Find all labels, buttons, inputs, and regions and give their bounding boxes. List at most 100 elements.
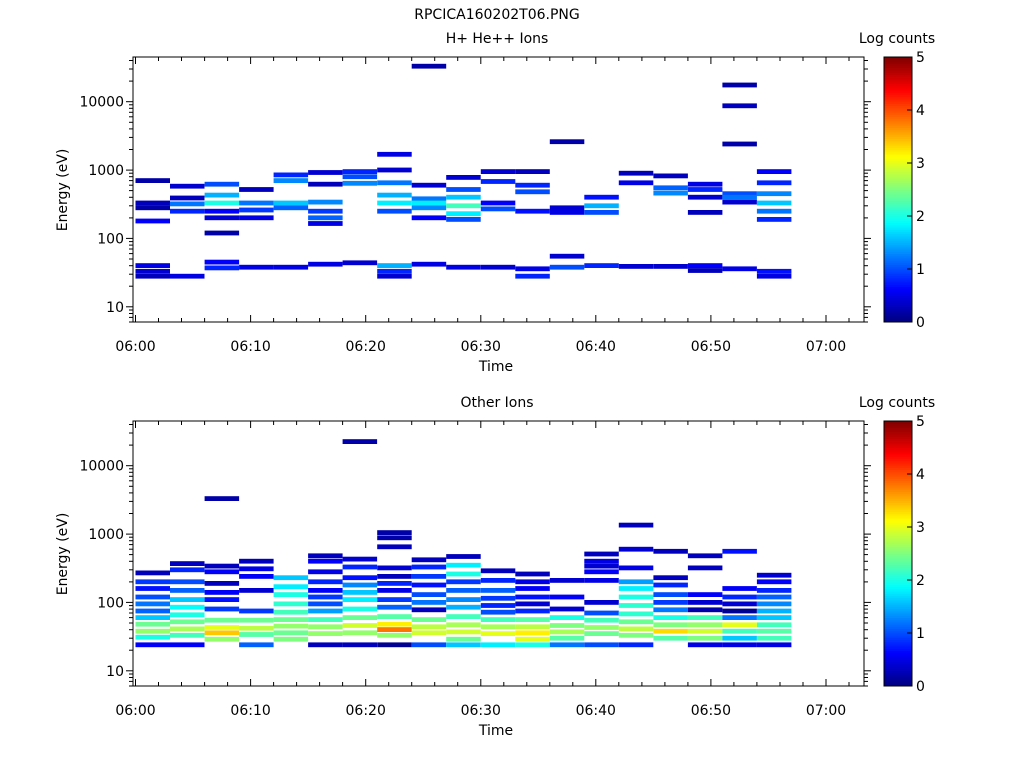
colorbar-step: [884, 540, 912, 543]
colorbar-step: [884, 246, 912, 250]
colorbar: 0 1 2 3 4 5: [883, 50, 925, 331]
colorbar-step: [884, 266, 912, 270]
colorbar-step: [884, 621, 912, 625]
x-axis-ticks: 06:00 06:10 06:20 06:30 06:40 06:50 07:00: [115, 57, 850, 355]
spectrogram-cell: [308, 608, 343, 614]
spectrogram-cell: [549, 139, 585, 145]
spectrogram-cell: [239, 187, 274, 192]
spectrogram-cell: [411, 215, 447, 221]
spectrogram-cell: [170, 208, 205, 214]
spectrogram-cell: [756, 572, 792, 578]
colorbar-tick-label: 0: [916, 679, 925, 695]
spectrogram-cell: [239, 588, 274, 593]
spectrogram-cell: [584, 600, 619, 605]
x-tick-label: 07:00: [806, 339, 846, 355]
spectrogram-cell: [170, 588, 205, 593]
spectrogram-cell: [273, 264, 309, 270]
spectrogram-cell: [308, 558, 343, 564]
colorbar-step: [884, 189, 912, 193]
spectrogram-cell: [204, 569, 240, 575]
spectrogram-cell: [446, 175, 481, 180]
y-tick-label: 100: [97, 231, 124, 247]
colorbar-step: [884, 522, 912, 526]
spectrogram-cell: [584, 631, 619, 636]
spectrogram-cell: [618, 603, 654, 608]
colorbar-step: [884, 59, 912, 62]
colorbar-step: [884, 599, 912, 603]
spectrogram-cell: [480, 179, 516, 184]
spectrogram-cell: [515, 169, 550, 174]
colorbar-tick-label: 2: [916, 573, 925, 589]
colorbar-step: [884, 72, 912, 76]
spectrogram-cell: [480, 568, 516, 574]
colorbar-step: [884, 447, 912, 451]
spectrogram-cell: [377, 621, 412, 627]
colorbar-step: [884, 302, 912, 305]
colorbar-step: [884, 560, 912, 563]
spectrogram-cell: [549, 642, 585, 648]
spectrogram-cell: [342, 615, 378, 620]
colorbar-step: [884, 105, 912, 109]
colorbar-step: [884, 524, 912, 528]
colorbar-step: [884, 474, 912, 477]
spectrogram-cell: [377, 614, 412, 619]
colorbar-step: [884, 85, 912, 89]
spectrogram-cell: [687, 607, 723, 613]
x-tick-label: 06:30: [461, 703, 501, 719]
spectrogram-cell: [756, 208, 792, 214]
colorbar-step: [884, 233, 912, 237]
spectrogram-cell: [308, 199, 343, 205]
spectrogram-cell: [170, 201, 205, 207]
colorbar-step: [884, 670, 912, 674]
spectrogram-cell: [204, 563, 240, 569]
spectrogram-cell: [239, 617, 274, 623]
spectrogram-cell: [515, 189, 550, 195]
spectrogram-cell: [515, 273, 550, 279]
colorbar-step: [884, 149, 912, 153]
colorbar-step: [884, 280, 912, 283]
colorbar-step: [884, 527, 912, 530]
spectrogram-cell: [204, 208, 240, 214]
colorbar-step: [884, 269, 912, 272]
colorbar-step: [884, 509, 912, 512]
colorbar-step: [884, 158, 912, 162]
spectrogram-cell: [722, 622, 757, 628]
spectrogram-cell: [204, 636, 240, 642]
spectrogram-cell: [135, 628, 170, 634]
colorbar-step: [884, 193, 912, 197]
spectrogram-cell: [480, 588, 516, 593]
colorbar-step: [884, 480, 912, 484]
spectrogram-cell: [377, 535, 412, 541]
spectrogram-cell: [170, 183, 205, 189]
colorbar-step: [884, 668, 912, 671]
colorbar-step: [884, 454, 912, 457]
spectrogram-cell: [239, 632, 274, 637]
panel-title: H+ He++ Ions: [446, 31, 549, 47]
x-tick-label: 06:50: [691, 339, 731, 355]
colorbar-step: [884, 571, 912, 574]
colorbar-step: [884, 107, 912, 111]
colorbar-step: [884, 648, 912, 652]
colorbar-step: [884, 661, 912, 665]
colorbar-step: [884, 169, 912, 173]
colorbar-step: [884, 421, 912, 424]
colorbar-step: [884, 299, 912, 303]
spectrogram-cell: [204, 259, 240, 265]
colorbar-step: [884, 222, 912, 226]
spectrogram-cell: [239, 625, 274, 631]
spectrogram-cell: [618, 565, 654, 571]
colorbar-step: [884, 591, 912, 594]
spectrogram-cell: [722, 594, 757, 600]
colorbar-step: [884, 641, 912, 645]
y-tick-label: 100: [97, 595, 124, 611]
colorbar-step: [884, 313, 912, 316]
colorbar-step: [884, 650, 912, 654]
y-tick-label: 1000: [88, 163, 124, 179]
colorbar-step: [884, 123, 912, 126]
spectrogram-cell: [515, 630, 550, 636]
spectrogram-cell: [446, 588, 481, 593]
spectrogram-cell: [204, 625, 240, 630]
colorbar-step: [884, 103, 912, 106]
